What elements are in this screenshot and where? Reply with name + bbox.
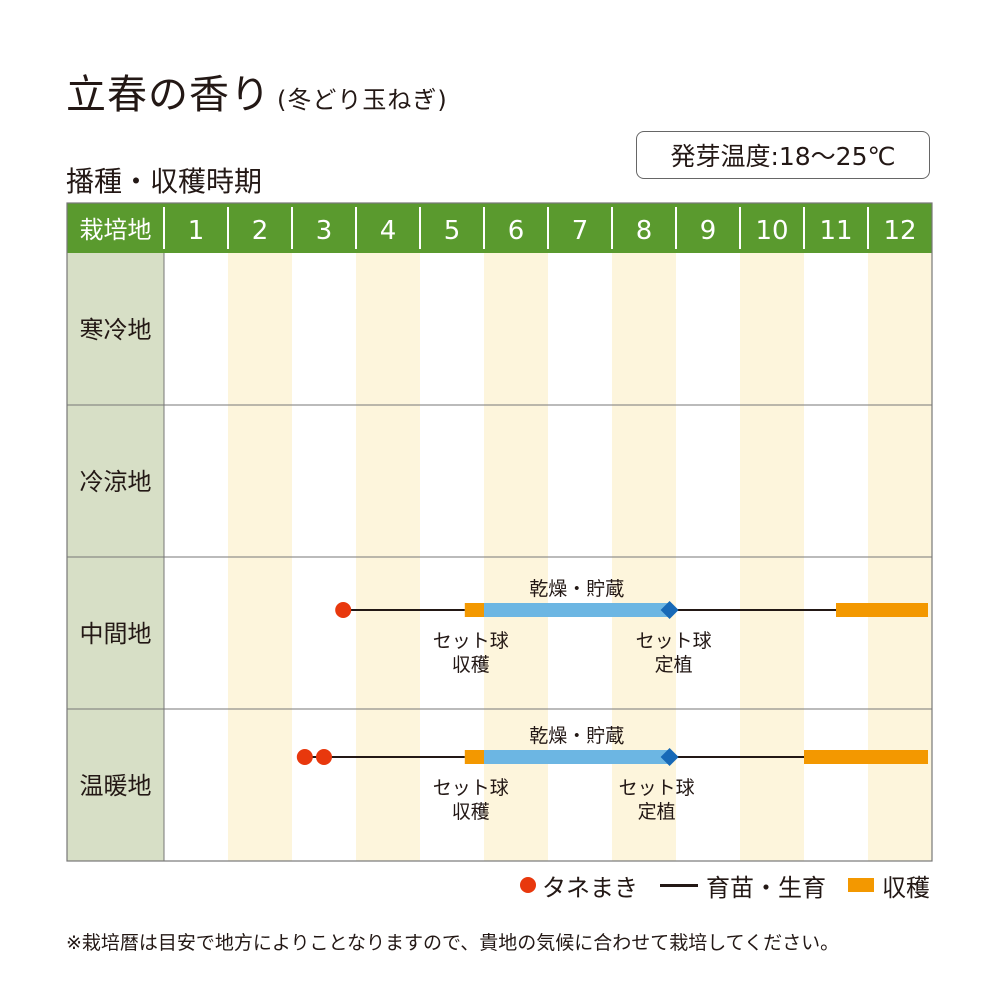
set-bulb-planting-label: セット球: [636, 630, 712, 652]
set-bulb-harvest-label: セット球: [433, 777, 509, 799]
section-title: 播種・収穫時期: [66, 165, 263, 198]
sowing-dot: [296, 749, 313, 765]
region-cell: [67, 709, 164, 861]
month-label: 4: [380, 216, 397, 246]
month-label: 2: [252, 216, 269, 246]
month-label: 5: [444, 216, 461, 246]
transplant-diamond: [660, 601, 679, 619]
set-bulb-planting-label: セット球: [619, 777, 695, 799]
legend: タネまき 育苗・生育 収穫: [500, 868, 930, 902]
legend-harvest: 収穫: [848, 868, 930, 903]
month-label: 12: [883, 216, 916, 246]
header-region-label: 栽培地: [80, 216, 152, 244]
set-bulb-harvest-label: 収穫: [452, 801, 490, 823]
footnote: ※栽培暦は目安で地方によりことなりますので、貴地の気候に合わせて栽培してください…: [66, 932, 840, 954]
legend-growing-label: 育苗・生育: [706, 873, 826, 902]
harvest-bar: [464, 750, 484, 764]
sowing-dot-icon: [520, 877, 536, 893]
legend-growing: 育苗・生育: [660, 868, 826, 903]
germination-temperature-box: 発芽温度:18〜25℃: [636, 131, 930, 179]
legend-harvest-label: 収穫: [882, 873, 930, 902]
month-label: 3: [316, 216, 333, 246]
month-label: 9: [700, 216, 717, 246]
storage-label: 乾燥・貯蔵: [529, 725, 624, 747]
harvest-bar-icon: [848, 878, 874, 892]
set-bulb-harvest-label: セット球: [433, 630, 509, 652]
month-label: 6: [508, 216, 525, 246]
transplant-diamond: [660, 748, 679, 766]
legend-sowing: タネまき: [520, 868, 638, 903]
chart-title: 立春の香り (冬どり玉ねぎ): [66, 62, 448, 120]
region-label: 中間地: [80, 620, 152, 648]
region-cell: [67, 253, 164, 405]
month-label: 1: [188, 216, 205, 246]
storage-label: 乾燥・貯蔵: [529, 578, 624, 600]
region-label: 温暖地: [80, 772, 152, 800]
month-label: 7: [572, 216, 589, 246]
storage-bar: [484, 750, 670, 764]
month-label: 11: [819, 216, 852, 246]
subtitle-text: (冬どり玉ねぎ): [277, 86, 448, 114]
set-bulb-planting-label: 定植: [655, 654, 693, 676]
header-row: [67, 203, 932, 253]
month-label: 10: [755, 216, 788, 246]
set-bulb-planting-label: 定植: [638, 801, 676, 823]
sowing-dot: [316, 749, 332, 765]
harvest-bar: [464, 603, 484, 617]
table-frame: [66, 202, 933, 862]
set-bulb-harvest-label: 収穫: [452, 654, 490, 676]
region-cell: [67, 557, 164, 709]
growing-line-icon: [660, 883, 698, 887]
legend-sowing-label: タネまき: [542, 873, 638, 902]
sowing-dot: [335, 602, 352, 618]
region-cell: [67, 405, 164, 557]
region-label: 寒冷地: [80, 316, 152, 344]
month-label: 8: [636, 216, 653, 246]
harvest-bar: [804, 750, 928, 764]
title-text: 立春の香り: [66, 72, 271, 118]
harvest-bar: [836, 603, 928, 617]
storage-bar: [484, 603, 670, 617]
region-label: 冷涼地: [80, 468, 152, 496]
